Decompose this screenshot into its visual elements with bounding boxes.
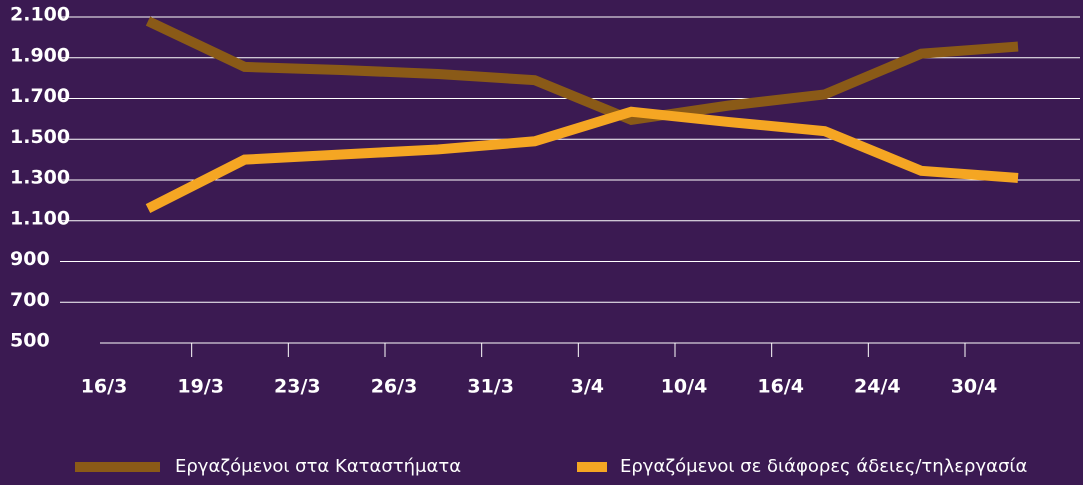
- x-tick-label: 23/3: [274, 376, 321, 398]
- x-tick-label: 3/4: [571, 376, 604, 398]
- legend-label: Εργαζόμενοι σε διάφορες άδειες/τηλεργασί…: [620, 456, 1027, 477]
- y-tick-label: 2.100: [10, 4, 70, 26]
- y-tick-label: 500: [10, 330, 50, 352]
- series-line: [145, 16, 1019, 126]
- y-tick-label: 1.900: [10, 44, 70, 66]
- x-tick-label: 10/4: [661, 376, 708, 398]
- y-tick-label: 700: [10, 289, 50, 311]
- y-tick-label: 1.700: [10, 85, 70, 107]
- x-tick-label: 26/3: [371, 376, 418, 398]
- x-tick-label: 30/4: [951, 376, 998, 398]
- y-tick-label: 1.100: [10, 207, 70, 229]
- y-tick-label: 1.300: [10, 167, 70, 189]
- legend-label: Εργαζόμενοι στα Καταστήματα: [175, 456, 461, 477]
- x-tick-label: 31/3: [467, 376, 514, 398]
- series-line: [145, 106, 1019, 213]
- y-tick-label: 900: [10, 248, 50, 270]
- x-tick-label: 24/4: [854, 376, 901, 398]
- legend-swatch: [75, 462, 160, 472]
- x-tick-label: 16/3: [81, 376, 128, 398]
- x-tick-label: 16/4: [757, 376, 804, 398]
- legend-swatch: [577, 462, 607, 472]
- x-tick-label: 19/3: [177, 376, 224, 398]
- y-tick-label: 1.500: [10, 126, 70, 148]
